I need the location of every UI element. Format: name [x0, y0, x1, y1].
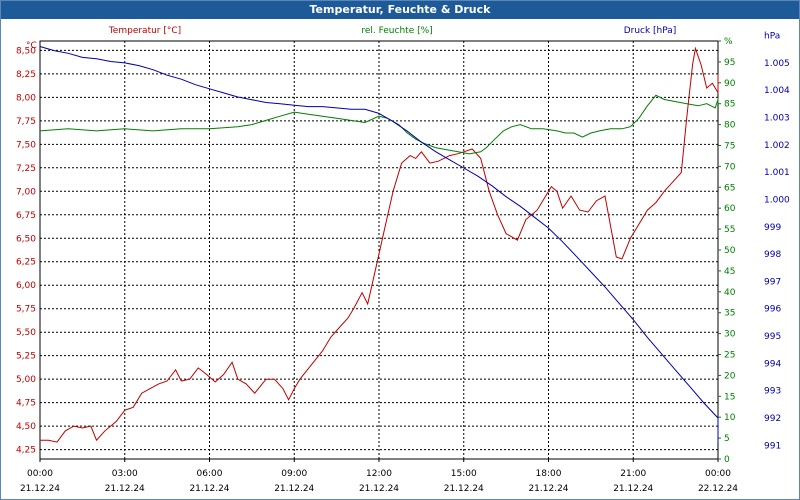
pressure-tick-label: 996: [764, 305, 781, 315]
humidity-tick-label: 45: [724, 267, 735, 277]
humidity-tick-label: %: [724, 37, 733, 47]
pressure-tick-label: 992: [764, 414, 781, 424]
x-tick-time: 15:00: [451, 469, 477, 479]
humidity-tick-label: 0: [724, 455, 730, 465]
humidity-series-line: [39, 94, 719, 155]
x-tick-time: 00:00: [27, 469, 53, 479]
temperature-tick-label: 4,25: [16, 446, 36, 456]
humidity-tick-label: 75: [724, 142, 735, 152]
pressure-tick-label: 995: [764, 332, 781, 342]
temperature-tick-label: 8,50: [16, 46, 36, 56]
temperature-tick-label: 6,25: [16, 258, 36, 268]
temperature-tick-label: 4,50: [16, 422, 36, 432]
pressure-tick-label: 998: [764, 250, 781, 260]
temperature-tick-label: 7,75: [16, 117, 36, 127]
x-tick-date: 21.12.24: [189, 484, 229, 494]
humidity-tick-label: 25: [724, 351, 735, 361]
temperature-tick-label: 6,00: [16, 281, 36, 291]
humidity-tick-label: 35: [724, 309, 735, 319]
temperature-tick-label: 6,50: [16, 234, 36, 244]
temperature-tick-label: 7,50: [16, 140, 36, 150]
humidity-tick-label: 15: [724, 392, 735, 402]
humidity-tick-label: 65: [724, 183, 735, 193]
pressure-tick-label: 1.003: [764, 113, 790, 123]
x-tick-date: 21.12.24: [528, 484, 568, 494]
pressure-tick-label: 993: [764, 387, 781, 397]
pressure-tick-label: 1.002: [764, 141, 790, 151]
temperature-tick-label: 5,75: [16, 305, 36, 315]
temperature-tick-label: 4,75: [16, 399, 36, 409]
pressure-tick-label: 994: [764, 359, 781, 369]
temperature-tick-label: 6,75: [16, 211, 36, 221]
humidity-tick-label: 40: [724, 288, 736, 298]
pressure-tick-label: 997: [764, 277, 781, 287]
pressure-tick-label: 1.004: [764, 86, 790, 96]
humidity-tick-label: 20: [724, 371, 736, 381]
temperature-tick-label: 8,25: [16, 70, 36, 80]
x-tick-date: 21.12.24: [359, 484, 399, 494]
x-tick-date: 21.12.24: [444, 484, 484, 494]
temperature-unit-label: °C: [26, 41, 37, 51]
x-tick-date: 21.12.24: [20, 484, 60, 494]
x-tick-time: 09:00: [281, 469, 307, 479]
humidity-tick-label: 30: [724, 330, 736, 340]
x-tick-time: 06:00: [197, 469, 223, 479]
temperature-tick-label: 5,50: [16, 328, 36, 338]
temperature-tick-label: 7,00: [16, 187, 36, 197]
x-tick-time: 03:00: [112, 469, 138, 479]
x-tick-date: 21.12.24: [274, 484, 314, 494]
humidity-tick-label: 85: [724, 100, 735, 110]
pressure-tick-label: 999: [764, 223, 781, 233]
pressure-tick-label: hPa: [764, 32, 780, 42]
humidity-tick-label: 95: [724, 58, 735, 68]
temperature-axis-title: Temperatur [°C]: [108, 26, 181, 36]
x-tick-time: 21:00: [620, 469, 646, 479]
temperature-tick-label: 7,25: [16, 164, 36, 174]
x-tick-time: 18:00: [536, 469, 562, 479]
humidity-tick-label: 60: [724, 204, 736, 214]
temperature-tick-label: 8,00: [16, 93, 36, 103]
humidity-tick-label: 90: [724, 79, 736, 89]
temperature-tick-label: 5,00: [16, 375, 36, 385]
pressure-series-line: [39, 46, 719, 443]
pressure-axis-title: Druck [hPa]: [624, 26, 677, 36]
humidity-axis-title: rel. Feuchte [%]: [361, 26, 432, 36]
pressure-tick-label: 991: [764, 441, 781, 451]
temperature-series-line: [40, 46, 719, 443]
humidity-tick-label: 50: [724, 246, 736, 256]
pressure-tick-label: 1.000: [764, 195, 790, 205]
pressure-tick-label: 1.005: [764, 59, 790, 69]
chart-title: Temperatur, Feuchte & Druck: [1, 1, 799, 19]
humidity-tick-label: 80: [724, 121, 736, 131]
x-tick-date: 21.12.24: [613, 484, 653, 494]
temperature-tick-label: 5,25: [16, 352, 36, 362]
humidity-tick-label: 10: [724, 413, 736, 423]
x-tick-date: 21.12.24: [105, 484, 145, 494]
x-tick-time: 00:00: [705, 469, 731, 479]
pressure-tick-label: 1.001: [764, 168, 790, 178]
humidity-tick-label: 5: [724, 434, 730, 444]
x-tick-date: 22.12.24: [698, 484, 738, 494]
humidity-tick-label: 55: [724, 225, 735, 235]
humidity-tick-label: 70: [724, 162, 736, 172]
x-tick-time: 12:00: [366, 469, 392, 479]
